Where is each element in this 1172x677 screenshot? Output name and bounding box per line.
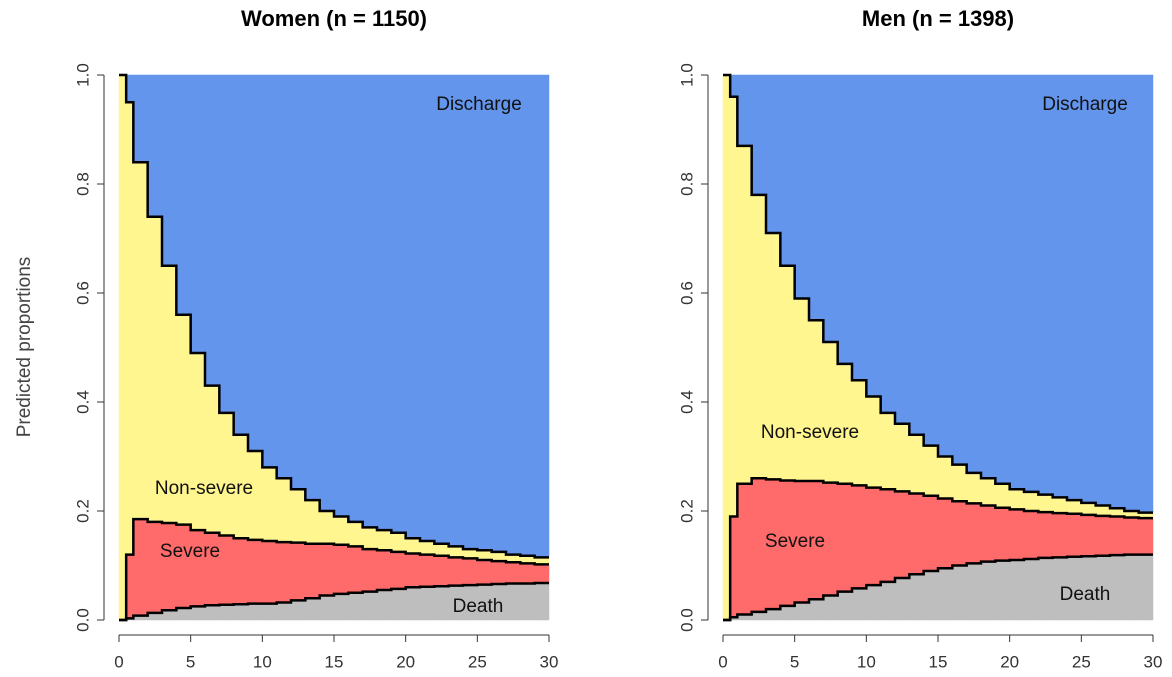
area-label: Discharge — [1042, 94, 1128, 115]
x-tick-label: 0 — [718, 652, 727, 671]
y-tick-label: 0.6 — [73, 281, 92, 305]
boundary-line — [119, 73, 549, 559]
y-tick-label: 0.6 — [677, 281, 696, 305]
y-tick-label: 0.2 — [677, 499, 696, 523]
x-tick-label: 0 — [114, 652, 123, 671]
x-tick-label: 25 — [1072, 652, 1091, 671]
y-tick-label: 0.4 — [73, 390, 92, 414]
x-tick-label: 30 — [540, 652, 559, 671]
y-tick-label: 0.2 — [73, 499, 92, 523]
x-tick-label: 10 — [857, 652, 876, 671]
x-tick-label: 15 — [325, 652, 344, 671]
y-tick-label: 0.4 — [677, 390, 696, 414]
y-tick-label: 0.8 — [73, 172, 92, 196]
area-label: Death — [453, 596, 504, 617]
y-axis-label: Predicted proportions — [14, 257, 35, 438]
chart-title: Women (n = 1150) — [241, 6, 427, 31]
y-tick-label: 0.8 — [677, 172, 696, 196]
x-tick-label: 20 — [396, 652, 415, 671]
x-tick-label: 25 — [468, 652, 487, 671]
x-tick-label: 20 — [1000, 652, 1019, 671]
chart-title: Men (n = 1398) — [862, 6, 1014, 31]
area-label: Non-severe — [761, 422, 859, 443]
boundary-line — [723, 553, 1153, 622]
x-tick-label: 5 — [790, 652, 799, 671]
x-tick-label: 15 — [929, 652, 948, 671]
area-label: Non-severe — [155, 478, 253, 499]
area-label: Severe — [765, 531, 825, 552]
boundary-line — [723, 73, 1153, 514]
y-tick-label: 1.0 — [677, 63, 696, 87]
boundary-line — [119, 517, 549, 622]
x-tick-label: 10 — [253, 652, 272, 671]
y-tick-label: 0.0 — [73, 608, 92, 632]
area-label: Discharge — [436, 94, 522, 115]
y-tick-label: 1.0 — [73, 63, 92, 87]
boundary-line — [723, 477, 1153, 622]
area-label: Severe — [160, 541, 220, 562]
boundary-line — [119, 581, 549, 622]
x-tick-label: 5 — [186, 652, 195, 671]
x-tick-label: 30 — [1144, 652, 1163, 671]
area-label: Death — [1060, 584, 1111, 605]
y-tick-label: 0.0 — [677, 608, 696, 632]
